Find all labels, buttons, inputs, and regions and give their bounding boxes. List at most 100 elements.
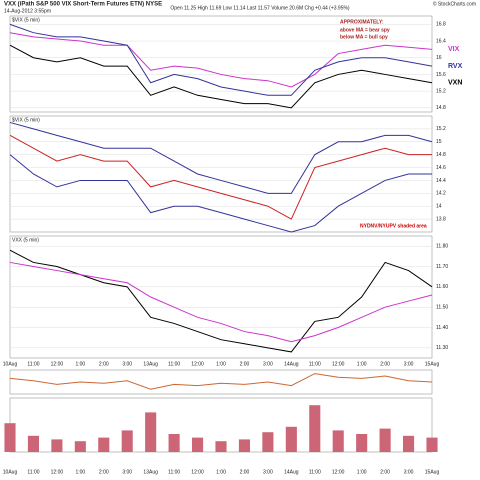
x-tick-label: 13Aug — [143, 361, 158, 367]
annotation: NYDNV/NYUPV shaded area — [360, 223, 427, 229]
annotation: above MA = bear spy — [340, 27, 390, 33]
bar — [285, 426, 297, 452]
x-tick-label: 1:00 — [75, 361, 85, 367]
x-tick-label: 2:00 — [380, 361, 390, 367]
bar — [238, 439, 250, 452]
bar — [145, 412, 157, 452]
x-tick-label: 10Aug — [3, 361, 18, 367]
bar — [379, 428, 391, 452]
x-tick-label: 12:00 — [51, 361, 64, 367]
y-tick-label: 11.50 — [436, 304, 448, 310]
y-tick-label: 15.6 — [436, 72, 446, 78]
x-tick-label: 2:00 — [240, 361, 250, 367]
y-tick-label: 13.8 — [436, 216, 446, 222]
y-tick-label: 11.80 — [436, 243, 448, 249]
x-tick-label: 11:00 — [309, 361, 321, 367]
bar — [51, 439, 63, 452]
x-tick-label: 11:00 — [27, 469, 39, 475]
bar — [192, 437, 204, 452]
x-tick-label: 1:00 — [75, 469, 85, 475]
x-tick-label: 1:00 — [216, 361, 226, 367]
x-tick-label: 12:00 — [191, 469, 204, 475]
panel-title: VXX (5 min) — [12, 237, 39, 243]
y-tick-label: 11.30 — [436, 345, 448, 351]
y-tick-label: 15.2 — [436, 88, 446, 94]
bar — [121, 430, 133, 452]
bar — [27, 435, 39, 452]
panel-title: $VIX (5 min) — [12, 117, 40, 123]
x-tick-label: 11:00 — [168, 361, 180, 367]
annotation: below MA = bull spy — [340, 34, 388, 40]
series-line — [9, 134, 432, 220]
x-tick-label: 10Aug — [3, 469, 18, 475]
bar — [403, 435, 415, 452]
series-line — [9, 154, 432, 233]
y-tick-label: 14 — [436, 204, 442, 210]
x-tick-label: 3:00 — [122, 361, 132, 367]
x-tick-label: 2:00 — [380, 469, 390, 475]
y-tick-label: 11.60 — [436, 284, 448, 290]
x-tick-label: 13Aug — [143, 469, 158, 475]
x-tick-label: 3:00 — [404, 469, 414, 475]
legend-label: RVX — [448, 63, 463, 70]
x-tick-label: 2:00 — [99, 469, 109, 475]
bar — [215, 441, 227, 452]
series-line — [9, 44, 433, 109]
annotation: APPROXIMATELY: — [340, 19, 384, 25]
series-line — [9, 261, 433, 343]
y-tick-label: 14.8 — [436, 152, 446, 158]
x-tick-label: 2:00 — [99, 361, 109, 367]
y-tick-label: 14.2 — [436, 191, 446, 197]
bar — [332, 430, 344, 452]
bar — [4, 423, 16, 452]
y-tick-label: 11.70 — [436, 264, 448, 270]
x-tick-label: 15Aug — [425, 361, 440, 367]
series-line — [9, 23, 433, 96]
panel-frame — [9, 15, 433, 113]
bar — [309, 405, 321, 452]
y-tick-label: 15.2 — [436, 126, 446, 132]
x-tick-label: 11:00 — [309, 469, 321, 475]
y-tick-label: 16.4 — [436, 38, 446, 44]
credit: © StockCharts.com — [433, 0, 476, 7]
x-tick-label: 12:00 — [51, 469, 64, 475]
x-tick-label: 1:00 — [357, 361, 367, 367]
legend-label: VXN — [448, 80, 462, 87]
x-tick-label: 1:00 — [357, 469, 367, 475]
bar — [74, 441, 86, 452]
date: 14-Aug-2012 3:55pm — [4, 8, 51, 14]
y-tick-label: 16 — [436, 55, 442, 61]
x-tick-label: 14Aug — [284, 361, 299, 367]
legend-label: VIX — [448, 46, 460, 53]
series-line — [9, 32, 433, 88]
x-tick-label: 3:00 — [404, 361, 414, 367]
y-tick-label: 15 — [436, 139, 442, 145]
y-tick-label: 16.8 — [436, 22, 446, 28]
y-tick-label: 14.8 — [436, 105, 446, 111]
panel-frame — [9, 235, 433, 359]
x-tick-label: 12:00 — [332, 361, 345, 367]
y-tick-label: 14.6 — [436, 165, 446, 171]
x-tick-label: 15Aug — [425, 469, 440, 475]
bar — [262, 432, 274, 452]
x-tick-label: 11:00 — [168, 469, 180, 475]
x-tick-label: 3:00 — [122, 469, 132, 475]
x-tick-label: 12:00 — [332, 469, 345, 475]
x-tick-label: 12:00 — [191, 361, 204, 367]
x-tick-label: 2:00 — [240, 469, 250, 475]
x-tick-label: 3:00 — [263, 469, 273, 475]
x-tick-label: 3:00 — [263, 361, 273, 367]
x-tick-label: 11:00 — [27, 361, 39, 367]
x-tick-label: 1:00 — [216, 469, 226, 475]
symbol: VXX (iPath S&P 500 VIX Short-Term Future… — [4, 2, 162, 8]
x-tick-label: 14Aug — [284, 469, 299, 475]
bar — [98, 437, 110, 452]
bar — [356, 434, 368, 452]
series-line — [9, 121, 433, 194]
y-tick-label: 11.40 — [436, 325, 448, 331]
series-line — [9, 373, 433, 390]
quote: Open 11.25 High 11.69 Low 11.14 Last 11.… — [170, 5, 350, 11]
